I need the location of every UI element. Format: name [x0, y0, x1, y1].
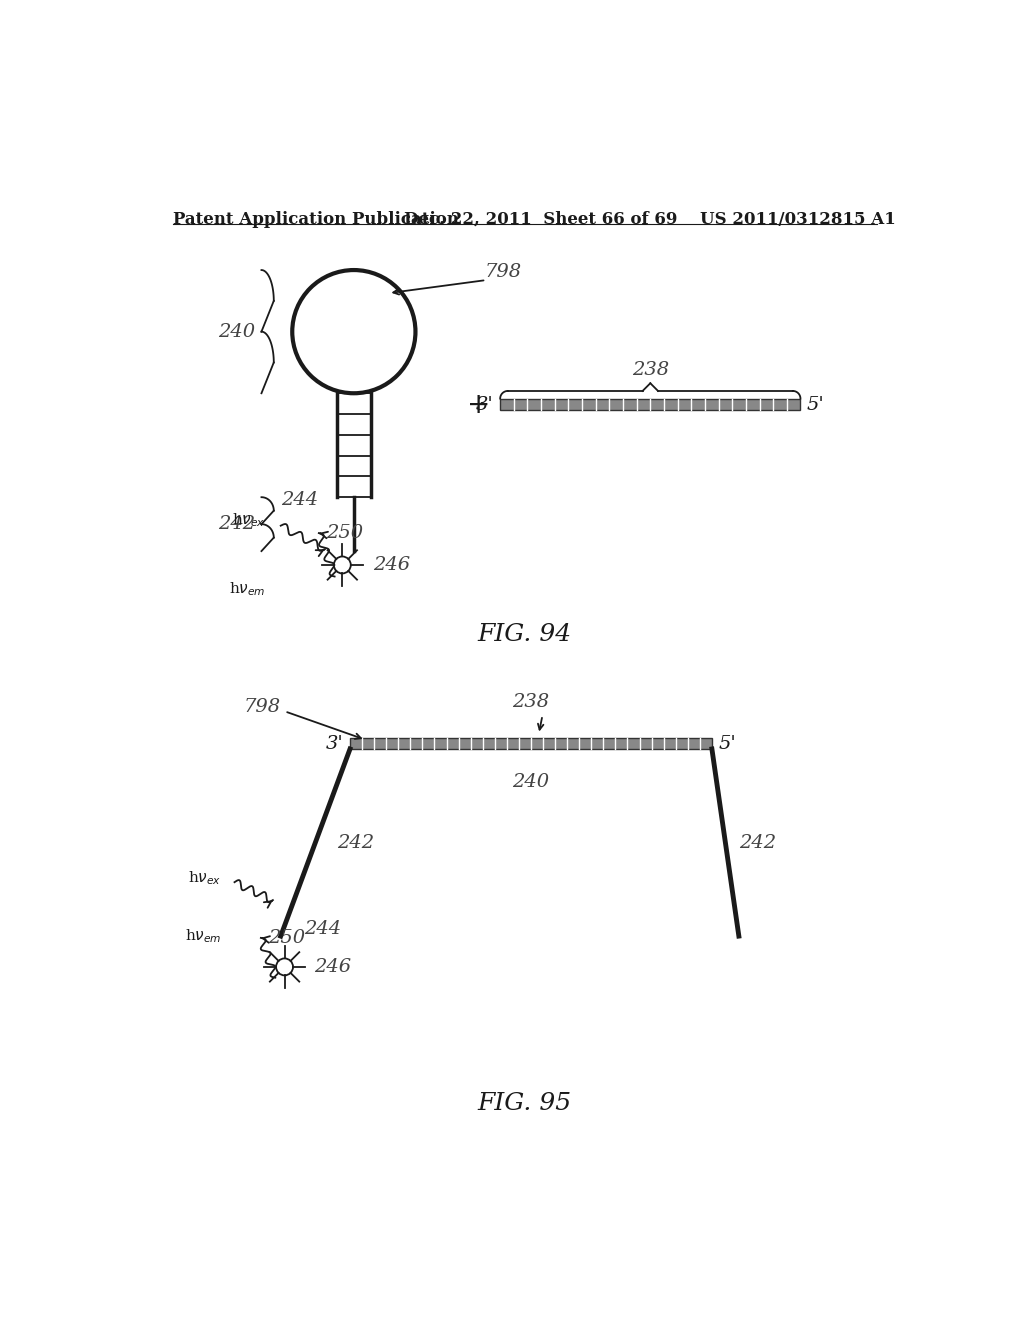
Text: 240: 240 [218, 322, 255, 341]
Text: 246: 246 [373, 556, 411, 574]
Text: +: + [467, 391, 490, 418]
Text: h$\nu_{ex}$: h$\nu_{ex}$ [188, 870, 221, 887]
Text: 5': 5' [807, 396, 824, 413]
Text: Dec. 22, 2011  Sheet 66 of 69: Dec. 22, 2011 Sheet 66 of 69 [403, 211, 677, 228]
Text: Patent Application Publication: Patent Application Publication [173, 211, 459, 228]
Text: 798: 798 [244, 698, 281, 715]
Text: 246: 246 [313, 958, 351, 975]
Text: FIG. 94: FIG. 94 [478, 623, 571, 645]
Text: US 2011/0312815 A1: US 2011/0312815 A1 [700, 211, 896, 228]
Text: 242: 242 [218, 515, 255, 533]
Text: 250: 250 [268, 929, 305, 946]
Text: 3': 3' [326, 735, 344, 752]
Text: 238: 238 [632, 362, 669, 379]
Text: 238: 238 [512, 693, 550, 711]
Bar [350, 738, 712, 748]
Bar [500, 400, 801, 411]
Text: 242: 242 [337, 833, 374, 851]
Text: 250: 250 [327, 524, 364, 543]
Text: 3': 3' [476, 396, 494, 413]
Text: 240: 240 [512, 774, 550, 791]
Text: h$\nu_{em}$: h$\nu_{em}$ [228, 581, 265, 598]
Text: 798: 798 [484, 264, 522, 281]
Text: 242: 242 [739, 833, 776, 851]
Text: FIG. 95: FIG. 95 [478, 1093, 571, 1115]
Text: h$\nu_{em}$: h$\nu_{em}$ [185, 927, 221, 945]
Text: 244: 244 [304, 920, 341, 937]
Text: h$\nu_{ex}$: h$\nu_{ex}$ [232, 511, 265, 529]
Text: 244: 244 [281, 491, 317, 508]
Text: 5': 5' [718, 735, 736, 752]
